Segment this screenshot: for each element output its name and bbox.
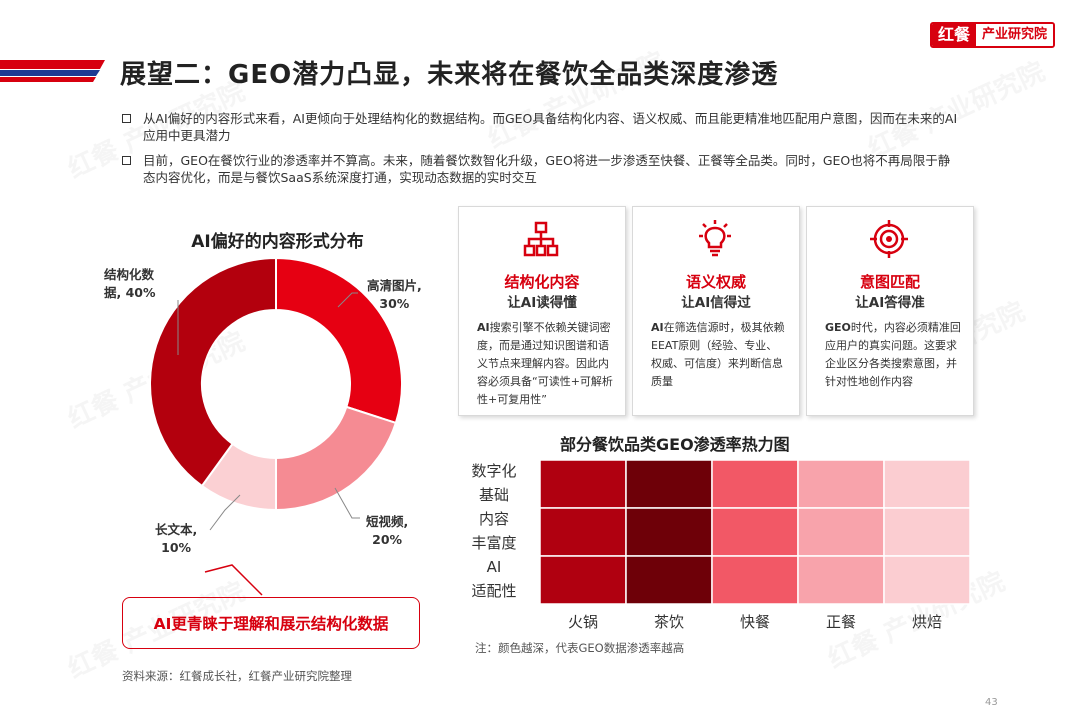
slice-label-value: 20% bbox=[372, 532, 403, 547]
heatmap-y-label: 适配性 bbox=[471, 582, 516, 600]
card-body: AI搜索引擎不依赖关键词密度，而是通过知识图谱和语义节点来理解内容。因此内容必须… bbox=[477, 319, 613, 409]
slice-label-name: 短视频, bbox=[366, 514, 409, 529]
heatmap-y-label: 内容 bbox=[479, 510, 509, 528]
checkbox-square-icon bbox=[122, 156, 131, 165]
lightbulb-icon bbox=[699, 220, 731, 257]
heatmap-x-label: 火锅 bbox=[568, 613, 598, 631]
donut-slice-3 bbox=[149, 256, 277, 488]
bullet-list: 从AI偏好的内容形式来看，AI更倾向于处理结构化的数据结构。而GEO具备结构化内… bbox=[122, 110, 962, 194]
card-body: GEO时代，内容必须精准回应用户的真实问题。这要求企业区分各类搜索意图，并针对性… bbox=[825, 319, 961, 391]
heatmap-cell bbox=[797, 459, 885, 509]
card-semantic-authority: 语义权威 让AI信得过 AI在筛选信源时，极其依赖EEAT原则（经验、专业、权威… bbox=[632, 206, 800, 416]
heatmap-cell bbox=[711, 459, 799, 509]
card-structured-content: 结构化内容 让AI读得懂 AI搜索引擎不依赖关键词密度，而是通过知识图谱和语义节… bbox=[458, 206, 626, 416]
bullet-item: 从AI偏好的内容形式来看，AI更倾向于处理结构化的数据结构。而GEO具备结构化内… bbox=[122, 110, 962, 144]
heatmap-x-label: 茶饮 bbox=[654, 613, 684, 631]
bullet-item: 目前，GEO在餐饮行业的渗透率并不算高。未来，随着餐饮数智化升级，GEO将进一步… bbox=[122, 152, 962, 186]
slice-label-name: 高清图片, bbox=[367, 278, 422, 293]
hierarchy-icon bbox=[523, 221, 559, 257]
title-stripe bbox=[0, 60, 105, 82]
slice-label-value: 30% bbox=[379, 296, 410, 311]
heatmap-cell bbox=[883, 555, 971, 605]
card-subheading: 让AI答得准 bbox=[855, 295, 925, 311]
card-heading: 结构化内容 bbox=[504, 273, 580, 291]
donut-chart bbox=[149, 256, 403, 512]
heatmap-cell bbox=[711, 555, 799, 605]
heatmap-cell bbox=[539, 555, 627, 605]
slice-label-structured-data: 结构化数 据, 40% bbox=[104, 266, 156, 302]
page-number: 43 bbox=[985, 697, 998, 708]
heatmap-y-label: 丰富度 bbox=[471, 534, 516, 552]
target-icon bbox=[870, 220, 908, 258]
heatmap-cell bbox=[539, 459, 627, 509]
heatmap-note: 注：颜色越深，代表GEO数据渗透率越高 bbox=[475, 641, 685, 655]
callout-text: AI更青睐于理解和展示结构化数据 bbox=[153, 615, 389, 633]
heatmap-cell bbox=[539, 507, 627, 557]
slice-label-long-text: 长文本, 10% bbox=[155, 521, 197, 557]
heatmap-title: 部分餐饮品类GEO渗透率热力图 bbox=[560, 435, 790, 454]
bullet-text: 从AI偏好的内容形式来看，AI更倾向于处理结构化的数据结构。而GEO具备结构化内… bbox=[143, 111, 958, 143]
card-subheading: 让AI读得懂 bbox=[507, 295, 577, 311]
heatmap-x-label: 快餐 bbox=[740, 613, 770, 631]
card-heading: 意图匹配 bbox=[859, 273, 920, 291]
callout-box: AI更青睐于理解和展示结构化数据 bbox=[122, 597, 420, 649]
heatmap-cell bbox=[711, 507, 799, 557]
donut-slice-0 bbox=[275, 256, 403, 425]
card-subheading: 让AI信得过 bbox=[681, 295, 751, 311]
heatmap-cell bbox=[625, 459, 713, 509]
card-body-bold: GEO bbox=[825, 321, 851, 334]
heatmap-cell bbox=[625, 507, 713, 557]
slice-label-value: 10% bbox=[161, 540, 192, 555]
card-body-bold: AI bbox=[477, 321, 490, 334]
slice-label-name: 长文本, bbox=[155, 522, 198, 537]
source-note: 资料来源：红餐成长社，红餐产业研究院整理 bbox=[122, 669, 352, 683]
card-body-text: 搜索引擎不依赖关键词密度，而是通过知识图谱和语义节点来理解内容。因此内容必须具备… bbox=[477, 321, 613, 406]
brand-logo: 红餐 产业研究院 bbox=[930, 22, 1056, 48]
donut-chart-title: AI偏好的内容形式分布 bbox=[191, 232, 364, 252]
card-body: AI在筛选信源时，极其依赖EEAT原则（经验、专业、权威、可信度）来判断信息质量 bbox=[651, 319, 787, 391]
card-body-text: 时代，内容必须精准回应用户的真实问题。这要求企业区分各类搜索意图，并针对性地创作… bbox=[825, 321, 961, 388]
slice-label-hd-image: 高清图片, 30% bbox=[367, 277, 422, 313]
heatmap-x-label: 正餐 bbox=[826, 613, 856, 631]
brand-name: 产业研究院 bbox=[976, 24, 1054, 46]
heatmap-y-label: AI bbox=[487, 558, 502, 576]
checkbox-square-icon bbox=[122, 114, 131, 123]
slice-label-short-video: 短视频, 20% bbox=[366, 513, 408, 549]
heatmap-y-label: 基础 bbox=[479, 486, 509, 504]
heatmap-x-label: 烘焙 bbox=[912, 613, 942, 631]
heatmap-y-label: 数字化 bbox=[471, 462, 516, 480]
heatmap-cell bbox=[883, 507, 971, 557]
brand-mark: 红餐 bbox=[932, 24, 977, 46]
heatmap-cell bbox=[797, 555, 885, 605]
card-heading: 语义权威 bbox=[685, 273, 746, 291]
heatmap-cell bbox=[883, 459, 971, 509]
heatmap-cell bbox=[625, 555, 713, 605]
card-body-bold: AI bbox=[651, 321, 664, 334]
card-intent-matching: 意图匹配 让AI答得准 GEO时代，内容必须精准回应用户的真实问题。这要求企业区… bbox=[806, 206, 974, 416]
heatmap-cell bbox=[797, 507, 885, 557]
bullet-text: 目前，GEO在餐饮行业的渗透率并不算高。未来，随着餐饮数智化升级，GEO将进一步… bbox=[143, 153, 951, 185]
slice-label-value: 据, 40% bbox=[104, 285, 156, 300]
slice-label-name: 结构化数 bbox=[104, 267, 155, 282]
card-body-text: 在筛选信源时，极其依赖EEAT原则（经验、专业、权威、可信度）来判断信息质量 bbox=[651, 321, 785, 388]
page-title: 展望二：GEO潜力凸显，未来将在餐饮全品类深度渗透 bbox=[120, 60, 779, 90]
